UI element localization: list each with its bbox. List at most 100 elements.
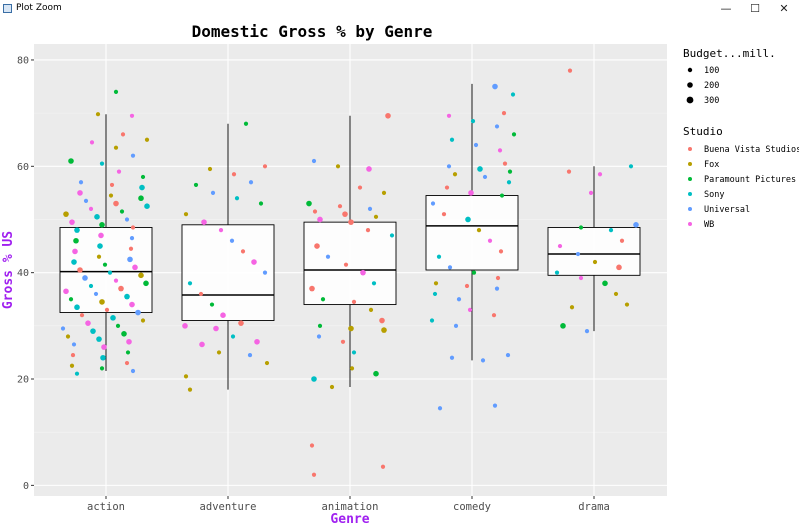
data-point <box>125 350 131 355</box>
data-point <box>495 275 501 281</box>
data-point <box>63 288 69 295</box>
data-point <box>492 403 498 408</box>
whiskers <box>105 83 595 390</box>
data-point <box>201 219 207 225</box>
data-point <box>507 169 513 174</box>
data-point <box>130 225 136 230</box>
data-point <box>337 204 343 209</box>
data-point <box>209 302 215 307</box>
data-point <box>104 307 110 312</box>
data-point <box>314 243 320 249</box>
data-point <box>97 243 103 249</box>
data-point <box>129 113 135 118</box>
data-point <box>95 112 101 117</box>
data-point <box>73 237 79 244</box>
data-point <box>433 281 439 286</box>
data-point <box>99 366 105 371</box>
data-point <box>247 352 253 358</box>
data-point <box>317 216 323 223</box>
data-point <box>379 317 385 324</box>
data-point <box>130 153 136 158</box>
color-legend-label: Universal <box>704 205 750 215</box>
data-point <box>68 297 74 302</box>
data-point <box>360 269 366 276</box>
maximize-button[interactable]: ☐ <box>740 0 770 18</box>
size-legend-label: 300 <box>704 96 719 106</box>
box-adventure <box>181 224 275 321</box>
data-point <box>77 267 83 273</box>
y-tick-label: 20 <box>17 375 29 386</box>
data-point <box>430 201 436 206</box>
data-point <box>357 185 363 190</box>
data-point <box>230 334 236 339</box>
data-point <box>464 283 470 289</box>
size-legend-label: 100 <box>704 66 719 76</box>
data-point <box>74 304 80 311</box>
data-point <box>99 222 105 228</box>
data-point <box>68 158 74 164</box>
data-point <box>120 132 126 137</box>
data-point <box>93 291 99 297</box>
box-drama <box>547 227 641 276</box>
y-tick-label: 60 <box>17 162 29 173</box>
data-point <box>193 182 199 188</box>
data-point <box>309 285 315 292</box>
chart-title: Domestic Gross % by Genre <box>192 22 433 41</box>
data-point <box>510 92 516 97</box>
data-point <box>491 313 497 318</box>
data-point <box>129 301 135 308</box>
data-point <box>127 256 133 263</box>
size-legend-title: Budget...mill. <box>683 47 776 60</box>
data-point <box>325 254 331 259</box>
data-point <box>229 238 235 243</box>
data-point <box>584 329 590 334</box>
data-point <box>597 172 603 177</box>
data-point <box>381 327 387 333</box>
data-point <box>473 142 479 148</box>
data-point <box>446 164 452 169</box>
data-point <box>578 225 584 230</box>
y-axis-title: Gross % US <box>1 231 16 309</box>
data-point <box>446 113 452 118</box>
color-legend-label: Fox <box>704 160 719 170</box>
data-point <box>198 291 204 297</box>
data-point <box>470 119 476 124</box>
data-point <box>116 169 122 174</box>
data-point <box>505 352 511 358</box>
data-point <box>317 323 323 328</box>
data-point <box>602 280 608 287</box>
data-point <box>566 169 572 174</box>
data-point <box>449 137 455 142</box>
data-point <box>69 363 75 368</box>
data-point <box>187 387 193 392</box>
app-icon <box>3 4 12 13</box>
data-point <box>210 190 216 195</box>
data-point <box>554 270 560 275</box>
minimize-button[interactable]: — <box>711 0 741 18</box>
data-point <box>482 174 488 180</box>
data-point <box>113 278 119 283</box>
data-point <box>468 190 474 196</box>
data-point <box>238 320 244 326</box>
data-point <box>138 272 144 279</box>
close-button[interactable]: ✕ <box>769 0 799 18</box>
size-legend-key <box>687 67 693 73</box>
data-point <box>501 111 507 116</box>
data-point <box>365 228 371 233</box>
data-point <box>220 312 226 319</box>
data-point <box>129 235 135 241</box>
data-point <box>575 251 581 257</box>
data-point <box>506 180 512 185</box>
box-comedy <box>425 195 519 271</box>
x-tick-label: action <box>87 501 125 513</box>
data-point <box>567 68 573 73</box>
data-point <box>60 326 66 331</box>
data-point <box>613 291 619 297</box>
data-point <box>373 214 379 219</box>
data-point <box>312 209 318 214</box>
data-point <box>366 166 372 172</box>
data-point <box>126 338 132 345</box>
data-point <box>124 217 130 222</box>
data-point <box>371 281 377 286</box>
data-point <box>467 307 473 312</box>
